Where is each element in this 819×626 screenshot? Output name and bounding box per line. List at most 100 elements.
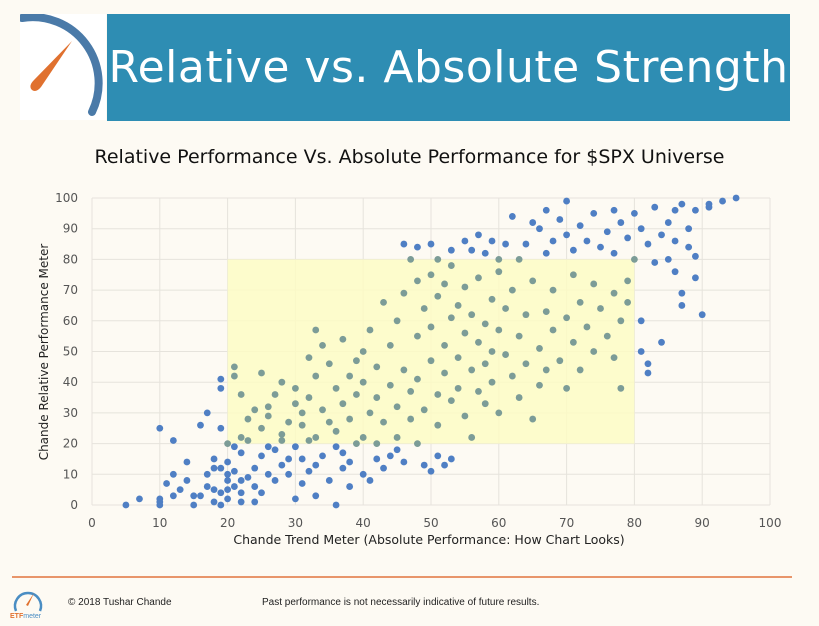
data-point <box>346 372 354 380</box>
data-point <box>400 366 408 374</box>
data-point <box>495 409 503 417</box>
data-point <box>631 256 638 263</box>
data-point <box>610 249 618 257</box>
data-point <box>515 256 523 263</box>
data-point <box>169 470 177 478</box>
data-point <box>488 237 496 245</box>
data-point <box>373 440 381 447</box>
data-point <box>461 329 469 337</box>
data-point <box>393 446 401 454</box>
data-point <box>468 311 476 319</box>
data-point <box>719 197 726 205</box>
data-point <box>393 434 401 441</box>
data-point <box>346 415 354 423</box>
data-point <box>325 360 333 368</box>
data-point <box>549 237 557 245</box>
data-point <box>692 252 699 260</box>
data-point <box>373 455 381 463</box>
data-point <box>237 477 245 484</box>
data-point <box>475 338 482 346</box>
x-tick-label: 100 <box>759 516 782 530</box>
data-point <box>475 388 482 395</box>
data-point <box>386 381 394 389</box>
data-point <box>285 470 293 478</box>
data-point <box>536 381 543 389</box>
data-point <box>651 203 659 211</box>
data-point <box>481 320 489 328</box>
y-tick-label: 0 <box>70 498 78 512</box>
data-point <box>292 400 299 408</box>
data-point <box>481 249 489 257</box>
data-point <box>312 434 320 441</box>
x-tick-label: 30 <box>288 516 303 530</box>
data-point <box>637 348 645 355</box>
data-point <box>332 501 340 509</box>
data-point <box>156 495 164 503</box>
data-point <box>447 397 455 405</box>
data-point <box>359 378 367 386</box>
data-point <box>549 286 557 294</box>
data-point <box>590 348 598 355</box>
data-point <box>237 489 245 497</box>
data-point <box>624 298 632 306</box>
data-point <box>271 446 279 454</box>
data-point <box>285 455 293 463</box>
x-tick-label: 20 <box>220 516 235 530</box>
data-point <box>447 262 455 269</box>
data-point <box>393 317 401 325</box>
data-point <box>264 470 272 478</box>
data-point <box>495 256 503 263</box>
data-point <box>230 483 238 490</box>
data-point <box>576 222 584 230</box>
data-point <box>664 219 672 226</box>
y-tick-label: 90 <box>63 222 78 236</box>
y-tick-label: 80 <box>63 252 78 266</box>
data-point <box>325 418 333 426</box>
data-point <box>603 228 611 236</box>
data-point <box>366 326 374 334</box>
data-point <box>339 449 347 457</box>
data-point <box>176 486 184 494</box>
x-tick-label: 10 <box>152 516 167 530</box>
data-point <box>522 311 530 319</box>
data-point <box>664 256 672 263</box>
data-point <box>332 384 340 392</box>
data-point <box>197 492 204 500</box>
data-point <box>271 477 279 484</box>
data-point <box>508 213 516 220</box>
data-point <box>434 452 442 460</box>
x-tick-label: 70 <box>559 516 574 530</box>
page-title-banner: Relative vs. Absolute Strength <box>107 14 790 121</box>
data-point <box>414 375 421 383</box>
data-point <box>305 354 313 362</box>
data-point <box>319 341 326 349</box>
data-point <box>400 289 408 297</box>
data-point <box>434 421 442 429</box>
data-point <box>488 295 496 303</box>
data-point <box>732 194 740 202</box>
data-point <box>169 492 177 500</box>
data-point <box>651 259 659 266</box>
data-point <box>373 394 381 401</box>
data-point <box>610 354 618 362</box>
data-point <box>454 302 462 309</box>
data-point <box>292 495 299 503</box>
data-point <box>508 286 516 294</box>
data-point <box>475 274 482 282</box>
data-point <box>285 418 293 426</box>
data-point <box>617 384 625 392</box>
data-point <box>685 243 693 251</box>
data-point <box>298 421 306 429</box>
data-point <box>624 234 632 242</box>
data-point <box>305 467 313 475</box>
data-point <box>427 323 435 331</box>
data-point <box>603 332 611 340</box>
data-point <box>678 200 686 208</box>
data-point <box>353 440 360 447</box>
etfmeter-logo-icon <box>8 583 48 625</box>
data-point <box>244 415 252 423</box>
data-point <box>251 464 259 472</box>
data-point <box>230 467 238 475</box>
data-point <box>292 443 299 451</box>
data-point <box>264 443 272 451</box>
